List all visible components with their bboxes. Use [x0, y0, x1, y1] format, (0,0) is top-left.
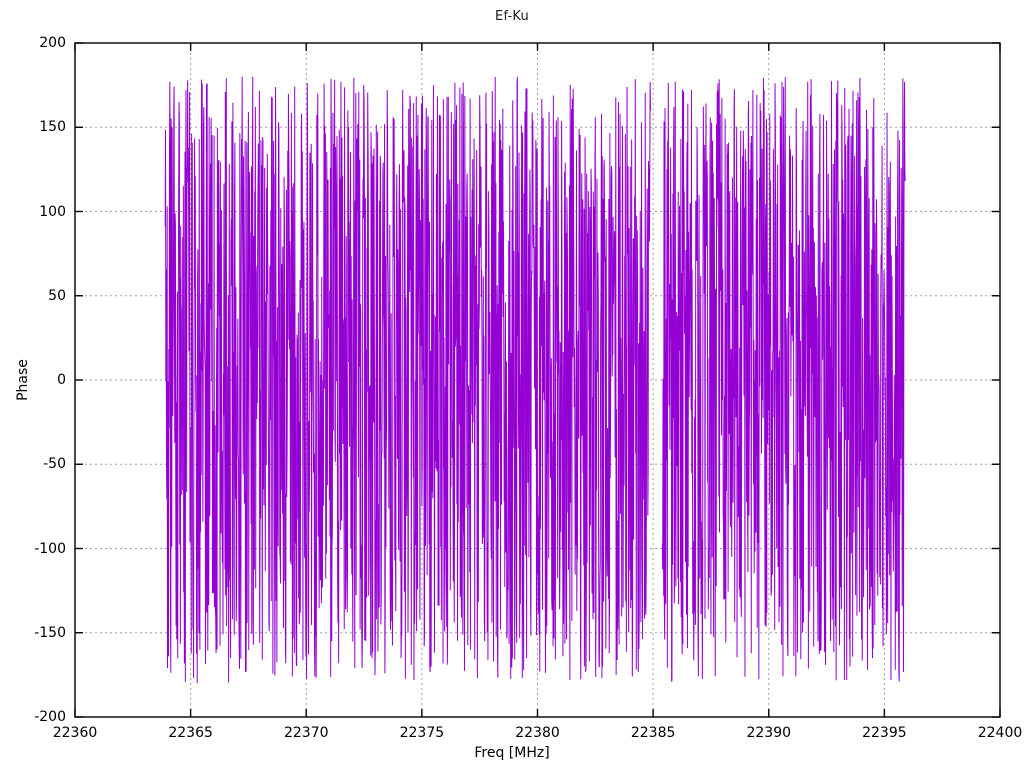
phase-trace — [164, 76, 906, 684]
x-tick-label: 22385 — [630, 725, 676, 741]
chart-title: Ef-Ku — [495, 9, 529, 24]
y-axis-title: Phase — [14, 359, 31, 401]
x-tick-label: 22375 — [399, 725, 445, 741]
x-tick-label: 22395 — [862, 725, 907, 741]
y-tick-label: 0 — [57, 372, 66, 388]
x-axis-title: Freq [MHz] — [474, 745, 550, 761]
x-tick-label: 22400 — [977, 725, 1023, 741]
x-tick-label: 22365 — [168, 725, 213, 741]
y-tick-label: -200 — [34, 709, 66, 725]
y-tick-label: 50 — [48, 287, 66, 304]
plot-frame — [74, 42, 1001, 718]
x-tick-label: 22380 — [515, 725, 560, 741]
y-tick-label: -50 — [43, 456, 66, 473]
x-tick-label: 22370 — [283, 725, 329, 741]
y-tick-label: 150 — [39, 119, 66, 136]
y-tick-label: 100 — [39, 203, 66, 220]
y-tick-label: -100 — [34, 540, 66, 557]
axis-ticks — [74, 42, 1001, 718]
x-tick-label: 22360 — [52, 725, 98, 741]
x-tick-label: 22390 — [746, 725, 792, 741]
data-series-line — [164, 76, 906, 684]
y-tick-label: 200 — [39, 35, 66, 51]
y-tick-label: -150 — [34, 624, 66, 641]
